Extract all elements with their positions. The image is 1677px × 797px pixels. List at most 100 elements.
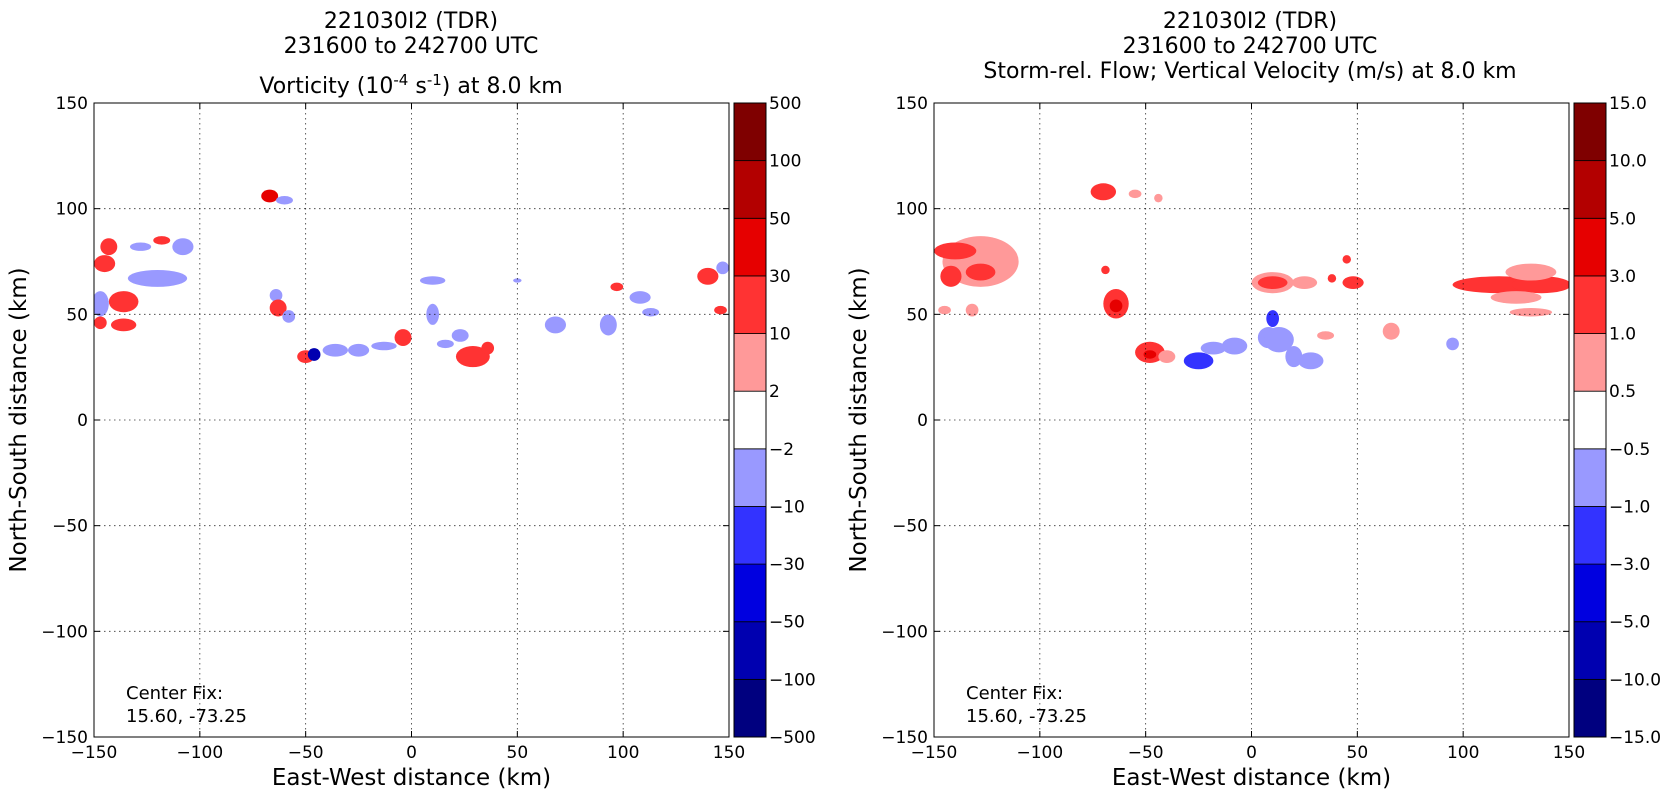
x-axis-label: East-West distance (km) [272, 765, 551, 791]
contour-fills [934, 183, 1569, 370]
annotation-line: Center Fix: [966, 683, 1063, 704]
colorbar-label: −10.0 [1609, 670, 1661, 690]
colorbar-label: −0.5 [1609, 440, 1650, 460]
colorbar-label: −500 [769, 728, 816, 748]
colorbar-label: 100 [769, 152, 801, 172]
contour-region [1505, 263, 1557, 281]
y-tick-label: −150 [41, 728, 88, 748]
contour-region [714, 305, 727, 315]
annotation-line: Center Fix: [126, 683, 223, 704]
contour-region [94, 255, 116, 273]
contour-region [940, 265, 962, 287]
chart-title: 221030I2 (TDR)231600 to 242700 UTCStorm-… [983, 9, 1516, 84]
contour-region [610, 282, 624, 292]
x-tick-label: −50 [1128, 743, 1164, 763]
colorbar-swatch [1573, 506, 1607, 565]
colorbar-swatch [1573, 390, 1607, 450]
contour-region [110, 318, 137, 332]
colorbar-swatch [1573, 621, 1607, 680]
colorbar-swatch [1573, 102, 1607, 162]
contour-region [371, 341, 397, 351]
contour-region [94, 291, 109, 317]
x-tick-label: 50 [507, 743, 529, 763]
annotation-line: 15.60, -73.25 [966, 706, 1087, 727]
contour-region [1221, 337, 1248, 355]
colorbar-swatch [1573, 160, 1607, 219]
contour-region [153, 236, 171, 245]
colorbar-label: 1.0 [1609, 325, 1636, 345]
contour-region [1264, 327, 1294, 353]
colorbar-label: 50 [769, 209, 791, 229]
contour-region [1291, 276, 1318, 289]
colorbar-swatch [1573, 333, 1607, 392]
colorbar-swatch [733, 217, 767, 277]
y-tick-label: 150 [56, 94, 88, 114]
y-tick-label: 150 [896, 94, 928, 114]
x-tick-label: 150 [1553, 743, 1585, 763]
colorbar-swatch [1573, 448, 1607, 507]
title-line: 231600 to 242700 UTC [1123, 34, 1378, 59]
colorbar-label: −5.0 [1609, 613, 1650, 633]
colorbar-frame [733, 102, 767, 738]
contour-region [1257, 276, 1288, 289]
colorbar-label: −3.0 [1609, 555, 1650, 575]
x-tick-label: −100 [1016, 743, 1063, 763]
x-tick-label: −50 [288, 743, 324, 763]
contour-region [1101, 265, 1110, 275]
contour-region [1183, 352, 1214, 370]
contour-region [426, 303, 440, 325]
colorbar-label: 30 [769, 267, 791, 287]
contour-region [269, 288, 283, 302]
x-tick-label: −100 [176, 743, 223, 763]
contour-region [1266, 310, 1280, 328]
colorbar-label: −100 [769, 670, 816, 690]
colorbar-label: −10 [769, 497, 805, 517]
axis-ticks: −150 −100 −50 0 50 100 150 −150 −100 −50 0 50 100 150 [41, 94, 745, 763]
colorbar-swatch [733, 275, 767, 334]
x-tick-label: 0 [1246, 743, 1257, 763]
colorbar-frame [1573, 102, 1607, 738]
contour-region [599, 314, 617, 336]
contour-region [455, 346, 490, 368]
contour-region [481, 341, 495, 355]
colorbar-label: −1.0 [1609, 497, 1650, 517]
colorbar-swatch [733, 506, 767, 565]
y-tick-label: 0 [917, 411, 928, 431]
y-tick-label: −50 [892, 517, 928, 537]
title-line: 231600 to 242700 UTC [284, 34, 539, 59]
contour-region [451, 329, 469, 342]
colorbar: −500 −100 −50 −30 −10 −2 2 10 30 50 100 500 [733, 94, 816, 748]
x-tick-label: 0 [406, 743, 417, 763]
colorbar-swatch [733, 621, 767, 680]
axis-ticks: −150 −100 −50 0 50 100 150 −150 −100 −50 0 50 100 150 [881, 94, 1585, 763]
contour-region [1154, 193, 1163, 203]
contour-region [513, 278, 522, 283]
contour-region [436, 339, 454, 349]
title-line: 221030I2 (TDR) [1163, 9, 1337, 34]
center-fix-annotation: Center Fix:15.60, -73.25 [126, 683, 247, 727]
contour-region [322, 343, 348, 357]
contour-region [629, 291, 651, 304]
y-axis-label: North-South distance (km) [846, 267, 872, 572]
contour-region [348, 343, 370, 357]
title-text: s [408, 74, 426, 99]
x-tick-label: −150 [911, 743, 958, 763]
contour-region [934, 242, 977, 260]
colorbar-label: 500 [769, 94, 801, 114]
title-text: Vorticity (10 [259, 74, 393, 99]
center-fix-annotation: Center Fix:15.60, -73.25 [966, 683, 1087, 727]
chart-title: 221030I2 (TDR)231600 to 242700 UTC Vortic… [259, 9, 562, 99]
contour-region [1446, 337, 1459, 351]
y-tick-label: 100 [56, 200, 88, 220]
y-tick-label: 50 [66, 305, 88, 325]
contour-region [544, 316, 567, 334]
contour-region [282, 310, 296, 323]
title-text: ) at 8.0 km [442, 74, 563, 99]
contour-region [269, 299, 287, 317]
contour-region [261, 189, 279, 203]
y-tick-label: 0 [77, 411, 88, 431]
contour-region [1511, 276, 1569, 294]
contour-region [129, 242, 152, 251]
contour-region [419, 276, 446, 285]
colorbar-swatch [1573, 563, 1607, 623]
